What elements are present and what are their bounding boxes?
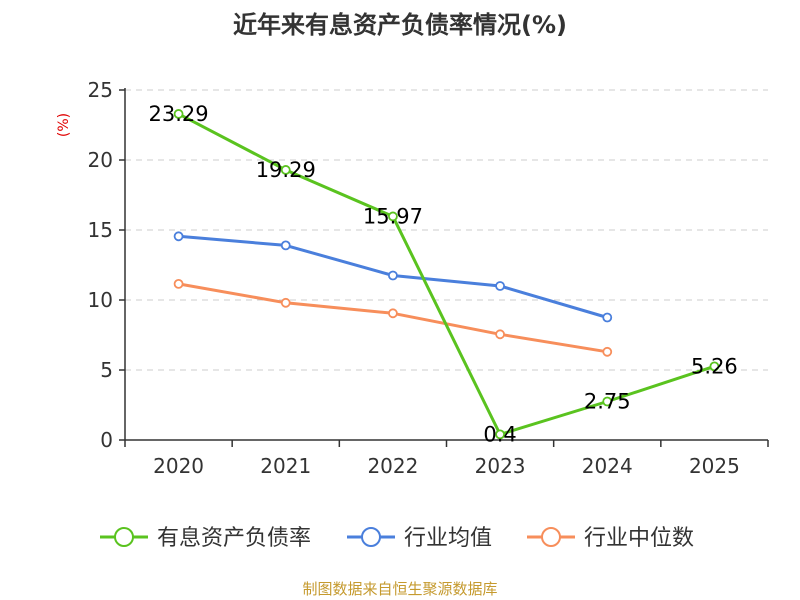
y-tick-label-25: 25: [88, 78, 113, 102]
data-point-s0-2022: [388, 211, 398, 222]
legend-marker-2: [541, 527, 561, 547]
data-label-2020: 23.29: [149, 102, 209, 126]
data-point-s1-2024: [602, 312, 613, 323]
x-tick-label-2021: 2021: [260, 454, 311, 478]
legend-marker-0: [114, 527, 134, 547]
data-label-2024: 2.75: [584, 390, 631, 414]
y-tick-label-0: 0: [100, 428, 113, 452]
legend-item-0[interactable]: 有息资产负债率: [100, 526, 311, 551]
x-tick-label-2020: 2020: [153, 454, 204, 478]
chart-title: 近年来有息资产负债率情况(%): [233, 11, 567, 39]
x-tick-label-2024: 2024: [582, 454, 633, 478]
data-point-s1-2023: [495, 281, 505, 291]
legend-marker-1: [361, 527, 381, 547]
data-point-s0-2020: [173, 109, 184, 119]
legend-item-1[interactable]: 行业均值: [347, 526, 492, 551]
source-note: 制图数据来自恒生聚源数据库: [302, 580, 497, 598]
y-tick-label-5: 5: [100, 358, 113, 382]
data-point-s2-2023: [495, 329, 505, 340]
series-lines: [173, 109, 720, 440]
data-label-2022: 15.97: [363, 204, 423, 228]
data-point-s2-2021: [280, 297, 291, 308]
data-point-s2-2024: [602, 346, 613, 357]
y-tick-label-20: 20: [88, 148, 113, 172]
y-tick-label-10: 10: [88, 288, 113, 312]
data-labels: 23.29 19.29 15.97 0.4 2.75 5.26: [149, 102, 738, 446]
series-line-0: [177, 112, 715, 436]
data-point-s1-2020: [173, 231, 184, 242]
legend-label-1: 行业均值: [404, 526, 492, 551]
data-point-s2-2020: [173, 278, 184, 289]
data-label-2023: 0.4: [483, 422, 516, 446]
data-point-s0-2021: [280, 165, 291, 175]
grid: [125, 89, 768, 371]
legend-item-2[interactable]: 行业中位数: [527, 526, 694, 551]
x-tick-label-2022: 2022: [367, 454, 418, 478]
x-tick-label-2025: 2025: [689, 454, 740, 478]
y-axis-label: (%): [56, 113, 72, 137]
legend-label-0: 有息资产负债率: [157, 526, 311, 551]
data-point-s1-2022: [388, 270, 398, 281]
data-label-2021: 19.29: [256, 158, 316, 182]
data-point-s0-2023: [495, 429, 505, 440]
data-point-s0-2025: [709, 361, 720, 372]
data-point-s2-2022: [388, 308, 398, 319]
x-tick-label-2023: 2023: [475, 454, 526, 478]
legend-label-2: 行业中位数: [584, 526, 694, 551]
legend[interactable]: 有息资产负债率 行业均值 行业中位数: [100, 526, 694, 551]
data-point-s0-2024: [602, 396, 613, 407]
data-point-s1-2021: [280, 240, 291, 251]
y-tick-label-15: 15: [88, 218, 113, 242]
data-label-2025: 5.26: [691, 354, 738, 378]
